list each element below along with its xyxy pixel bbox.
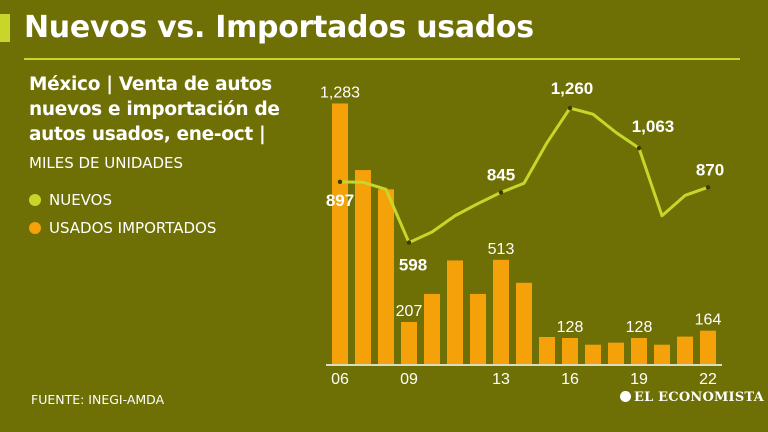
legend-label-nuevos: NUEVOS xyxy=(49,191,113,209)
legend-dot-usados xyxy=(29,222,41,234)
bar-usados-17 xyxy=(585,344,601,364)
point-nuevos-16 xyxy=(567,105,573,111)
bar-usados-06 xyxy=(332,103,348,365)
bar-usados-14 xyxy=(516,282,532,364)
bar-usados-07 xyxy=(355,170,371,364)
chart-subtitle: México | Venta de autos nuevos e importa… xyxy=(29,74,280,145)
bar-label-usados-06: 1,283 xyxy=(320,84,360,101)
bar-usados-10 xyxy=(424,293,440,364)
bar-label-usados-13: 513 xyxy=(488,241,515,258)
legend-item-usados: USADOS IMPORTADOS xyxy=(29,219,216,237)
line-label-nuevos-13: 845 xyxy=(487,165,515,184)
line-label-nuevos-22: 870 xyxy=(696,160,724,179)
bar-usados-15 xyxy=(539,336,555,364)
x-tick-label-13: 13 xyxy=(492,371,510,388)
x-tick-label-22: 22 xyxy=(699,371,717,388)
bar-label-usados-19: 128 xyxy=(626,319,653,336)
brand-mark-icon xyxy=(620,391,631,402)
bar-usados-09 xyxy=(401,321,417,364)
point-nuevos-22 xyxy=(705,185,711,190)
bar-usados-13 xyxy=(493,259,509,364)
chart-title: Nuevos vs. Importados usados xyxy=(24,10,534,45)
bar-usados-21 xyxy=(677,336,693,364)
legend-label-usados: USADOS IMPORTADOS xyxy=(49,219,217,237)
bar-usados-22 xyxy=(700,330,716,364)
line-label-nuevos-16: 1,260 xyxy=(551,79,594,98)
source-note: FUENTE: INEGI-AMDA xyxy=(31,392,165,407)
brand-logo: EL ECONOMISTA xyxy=(620,390,764,405)
legend-dot-nuevos xyxy=(29,194,41,206)
x-tick-label-16: 16 xyxy=(561,371,579,388)
bar-usados-18 xyxy=(608,342,624,364)
line-nuevos xyxy=(339,106,709,245)
bar-usados-11 xyxy=(447,260,463,364)
point-nuevos-13 xyxy=(498,190,504,195)
x-tick-label-06: 06 xyxy=(331,371,349,388)
point-nuevos-19 xyxy=(636,145,642,151)
brand-name: EL ECONOMISTA xyxy=(634,390,764,405)
legend-item-nuevos: NUEVOS xyxy=(29,191,112,209)
bar-label-usados-16: 128 xyxy=(557,319,584,336)
title-accent-bar xyxy=(0,14,10,42)
bar-usados-20 xyxy=(654,344,670,364)
bar-usados-16 xyxy=(562,338,578,364)
bar-usados-08 xyxy=(378,189,394,364)
line-label-nuevos-09: 598 xyxy=(399,256,427,275)
line-label-nuevos-19: 1,063 xyxy=(632,117,675,136)
x-tick-label-09: 09 xyxy=(400,371,418,388)
bar-label-usados-09: 207 xyxy=(396,303,423,320)
bar-label-usados-22: 164 xyxy=(695,312,722,329)
units-label: MILES DE UNIDADES xyxy=(29,154,184,172)
title-rule xyxy=(24,58,740,60)
line-label-nuevos-06: 897 xyxy=(326,191,354,210)
point-nuevos-09 xyxy=(406,240,412,245)
x-tick-label-19: 19 xyxy=(630,371,648,388)
point-nuevos-06 xyxy=(337,179,343,185)
bar-usados-12 xyxy=(470,293,486,364)
bar-usados-19 xyxy=(631,338,647,364)
